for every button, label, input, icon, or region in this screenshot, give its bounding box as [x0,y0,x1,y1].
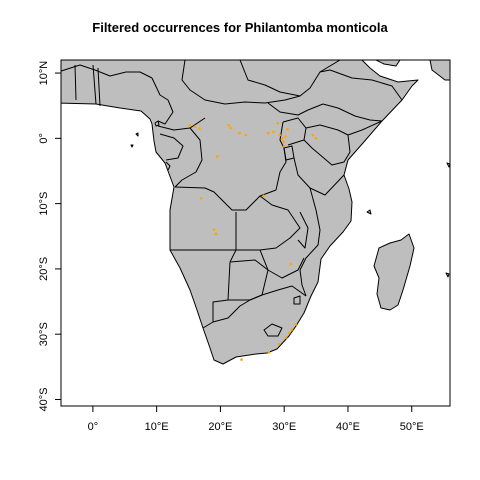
border-ethiopia-north [319,69,403,101]
occurrence-point-28 [284,336,288,339]
y-axis: 10°N 0° 10°S 20°S 30°S 40°S [38,61,61,411]
border-sudan [239,60,341,97]
sao-tome-island [135,132,139,137]
occurrence-point-12 [281,137,284,140]
occurrence-point-20 [262,194,266,198]
y-tick-label: 20°S [38,257,50,281]
y-tick-label: 10°N [38,61,50,86]
border-south-africa [212,285,307,323]
country-borders [61,60,403,337]
y-tick-label: 30°S [38,322,50,346]
occurrence-point-17 [311,133,315,137]
y-tick-label: 10°S [38,192,50,216]
border-lesotho [263,323,283,337]
border-cameroon-south [157,117,206,131]
border-gabon-congo [159,133,184,161]
map-panel [61,60,450,406]
occurrence-point-2 [193,125,197,128]
occurrence-point-1 [188,124,192,127]
occurrence-points [188,122,318,361]
border-kenya [303,124,351,166]
occurrence-point-14 [284,135,287,138]
border-nigeria-cameroon [151,77,174,125]
occurrence-point-4 [227,124,230,127]
x-tick-label: 10°E [145,421,169,433]
annobon-island [130,144,134,148]
border-west-africa-3 [97,67,101,107]
border-zambia [259,195,301,251]
occurrence-point-9 [272,130,275,134]
reunion-island [445,272,450,278]
occurrence-point-19 [215,155,219,158]
africa-mainland [61,60,419,365]
border-west-africa-4 [61,64,153,79]
occurrence-point-13 [282,140,285,143]
border-eswatini [293,295,301,305]
x-tick-label: 30°E [272,421,296,433]
arabian-coast [375,60,401,67]
occurrence-point-26 [290,328,294,331]
border-malawi [297,211,309,249]
border-zimbabwe [259,249,305,279]
occurrence-point-11 [278,133,282,137]
x-tick-label: 20°E [208,421,232,433]
occurrence-point-16 [286,127,289,131]
occurrence-point-27 [288,331,291,335]
occurrence-point-3 [198,127,201,130]
occurrence-point-6 [238,131,241,135]
border-west-africa-2 [92,64,97,105]
occurrence-point-10 [276,122,280,125]
arabian-peninsula [429,60,450,81]
madagascar [373,233,415,311]
occurrence-point-29 [277,342,281,346]
bioko-island [154,120,160,127]
occurrence-point-21 [200,197,203,200]
comoros-islands [366,209,372,215]
occurrence-point-5 [229,126,232,130]
page-title: Filtered occurrences for Philantomba mon… [92,20,388,35]
border-botswana [228,259,269,301]
plot-frame [60,59,451,407]
x-tick-label: 50°E [400,421,424,433]
border-drc-east [275,121,287,191]
border-ethiopia [322,103,383,122]
border-mozambique [299,187,321,297]
occurrence-point-23 [214,232,218,235]
land-layer [61,60,450,365]
border-cabinda [165,161,171,171]
border-namibia [170,249,237,329]
y-tick-label: 0° [38,133,50,144]
x-axis: 0° 10°E 20°E 30°E 40°E 50°E [88,406,424,433]
border-west-africa-1 [74,64,77,101]
x-tick-label: 0° [88,421,99,433]
border-congo-drc [174,127,203,188]
occurrence-point-7 [244,133,248,137]
occurrence-point-8 [267,131,270,135]
occurrence-point-31 [240,358,243,361]
occurrence-point-15 [282,144,286,148]
occurrence-point-22 [212,228,216,231]
occurrence-point-25 [294,323,298,326]
border-south-sudan [267,102,324,116]
border-chad-car [181,60,301,105]
x-tick-label: 40°E [336,421,360,433]
border-somalia [347,120,383,136]
occurrence-point-24 [289,263,292,266]
y-tick-label: 40°S [38,387,50,411]
occurrence-point-30 [267,351,271,354]
occurrence-point-18 [314,137,318,140]
